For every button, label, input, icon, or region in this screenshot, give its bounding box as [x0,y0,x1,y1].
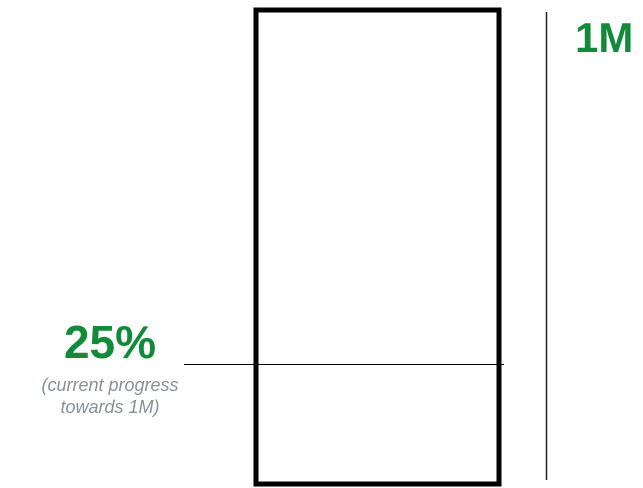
progress-percent-label: 25% [63,316,157,368]
progress-caption-line-2: towards 1M) [60,397,160,417]
progress-caption: (current progress towards 1M) [10,374,210,418]
progress-caption-line-1: (current progress [41,375,179,395]
goal-label: 1M [575,14,634,61]
progress-container [253,7,502,487]
